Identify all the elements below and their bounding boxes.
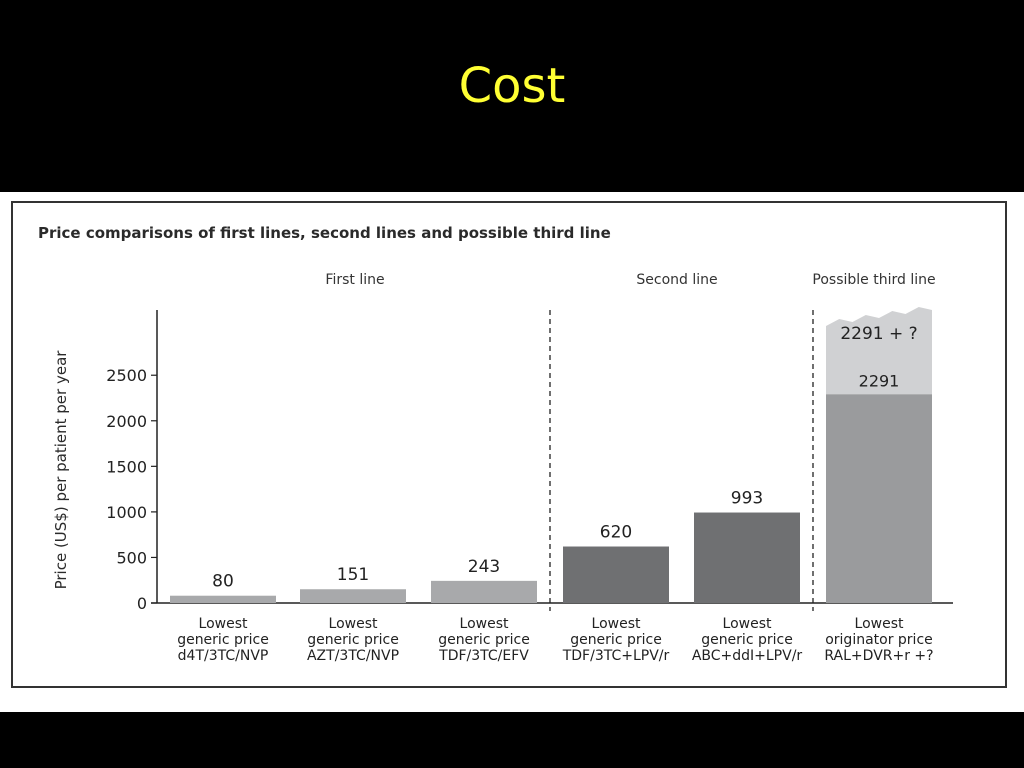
bar-category-label: d4T/3TC/NVP: [178, 648, 269, 664]
bar-category-label: originator price: [825, 632, 933, 648]
figure-panel: Price comparisons of first lines, second…: [0, 192, 1024, 712]
bar-category-label: Lowest: [199, 616, 248, 632]
group-label: Possible third line: [812, 272, 935, 288]
bar-category-label: Lowest: [460, 616, 509, 632]
bar-category-label: Lowest: [855, 616, 904, 632]
bar-category-label: TDF/3TC+LPV/r: [562, 648, 670, 664]
y-tick-label: 0: [137, 594, 147, 613]
y-tick-label: 1000: [106, 503, 147, 522]
y-tick-label: 500: [116, 548, 147, 567]
bar: [563, 546, 669, 603]
y-axis-label: Price (US$) per patient per year: [52, 350, 70, 590]
chart-title: Price comparisons of first lines, second…: [38, 224, 611, 242]
bar: [694, 512, 800, 603]
bar-category-label: Lowest: [723, 616, 772, 632]
bar-category-label: AZT/3TC/NVP: [307, 648, 399, 664]
bar-category-label: TDF/3TC/EFV: [438, 648, 529, 664]
y-tick-label: 2500: [106, 366, 147, 385]
bar-category-label: Lowest: [329, 616, 378, 632]
bar: [431, 580, 537, 603]
bar-category-label: ABC+ddI+LPV/r: [692, 648, 803, 664]
bar-extension-label: 2291 + ?: [840, 324, 917, 344]
bar: [826, 394, 932, 603]
bar-category-label: RAL+DVR+r +?: [824, 648, 933, 664]
group-label: First line: [325, 272, 384, 288]
bar-value-label: 243: [468, 557, 500, 577]
bar-category-label: generic price: [177, 632, 269, 648]
bar-extension: [826, 307, 932, 395]
bar-category-label: generic price: [307, 632, 399, 648]
bar-category-label: generic price: [701, 632, 793, 648]
slide-title: Cost: [458, 58, 566, 114]
bar-category-label: generic price: [570, 632, 662, 648]
y-tick-label: 1500: [106, 457, 147, 476]
bar-value-label: 151: [337, 565, 369, 585]
bar: [300, 589, 406, 603]
bar: [170, 595, 276, 603]
bar-category-label: Lowest: [592, 616, 641, 632]
price-comparison-chart: Price comparisons of first lines, second…: [11, 201, 1007, 688]
bar-value-label: 993: [731, 489, 763, 509]
plot-area: 0 500 1000 1500 2000 2500 First line Second lin…: [106, 272, 953, 664]
bar-value-label: 620: [600, 523, 632, 543]
bar-value-label: 80: [212, 572, 234, 592]
bar-category-label: generic price: [438, 632, 530, 648]
y-tick-label: 2000: [106, 412, 147, 431]
bar-value-label: 2291: [859, 371, 900, 390]
group-label: Second line: [636, 272, 717, 288]
